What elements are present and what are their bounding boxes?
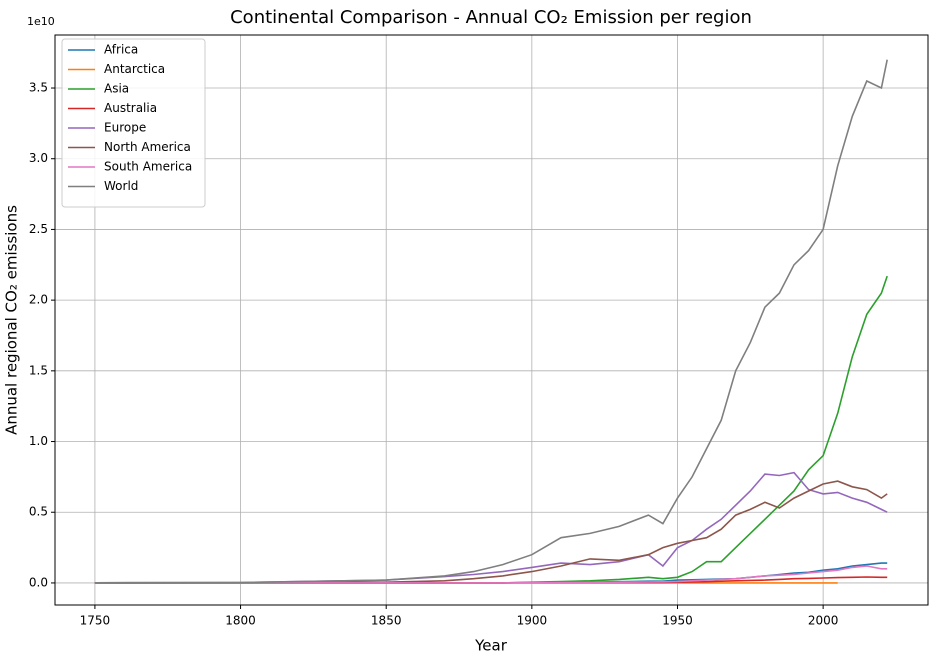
series-line <box>94 59 888 584</box>
x-axis-label: Year <box>474 637 508 655</box>
legend-label: World <box>104 179 138 193</box>
y-tick-label: 0.0 <box>29 575 48 589</box>
legend-label: Africa <box>104 43 138 57</box>
x-tick-label: 1750 <box>80 614 111 628</box>
legend-label: Australia <box>104 101 157 115</box>
y-tick-label: 0.5 <box>29 505 48 519</box>
series-line <box>94 480 888 584</box>
x-tick-label: 1900 <box>517 614 548 628</box>
chart-title: Continental Comparison - Annual CO₂ Emis… <box>230 7 752 28</box>
plot-frame <box>54 34 929 606</box>
legend-label: Antarctica <box>104 62 165 76</box>
x-tick-label: 1850 <box>371 614 402 628</box>
y-axis-label: Annual regional CO₂ emissions <box>3 205 21 435</box>
x-tick-label: 1950 <box>662 614 693 628</box>
legend-label: South America <box>104 160 192 174</box>
legend-label: North America <box>104 140 191 154</box>
legend: Africa Antarctica Asia Australia Europe North… <box>61 38 206 208</box>
y-tick-label: 2.5 <box>29 222 48 236</box>
y-tick-label: 1.0 <box>29 434 48 448</box>
series-line <box>94 471 888 584</box>
x-tick-label: 2000 <box>808 614 839 628</box>
legend-label: Europe <box>104 121 146 135</box>
y-tick-label: 3.0 <box>29 151 48 165</box>
legend-box <box>61 38 206 208</box>
y-tick-label: 1.5 <box>29 363 48 377</box>
x-tick-label: 1800 <box>225 614 256 628</box>
y-tick-label: 2.0 <box>29 293 48 307</box>
series-line <box>94 565 888 584</box>
y-offset-label: 1e10 <box>27 15 55 28</box>
legend-label: Asia <box>104 82 129 96</box>
y-tick-label: 3.5 <box>29 81 48 95</box>
series-line <box>94 275 888 584</box>
